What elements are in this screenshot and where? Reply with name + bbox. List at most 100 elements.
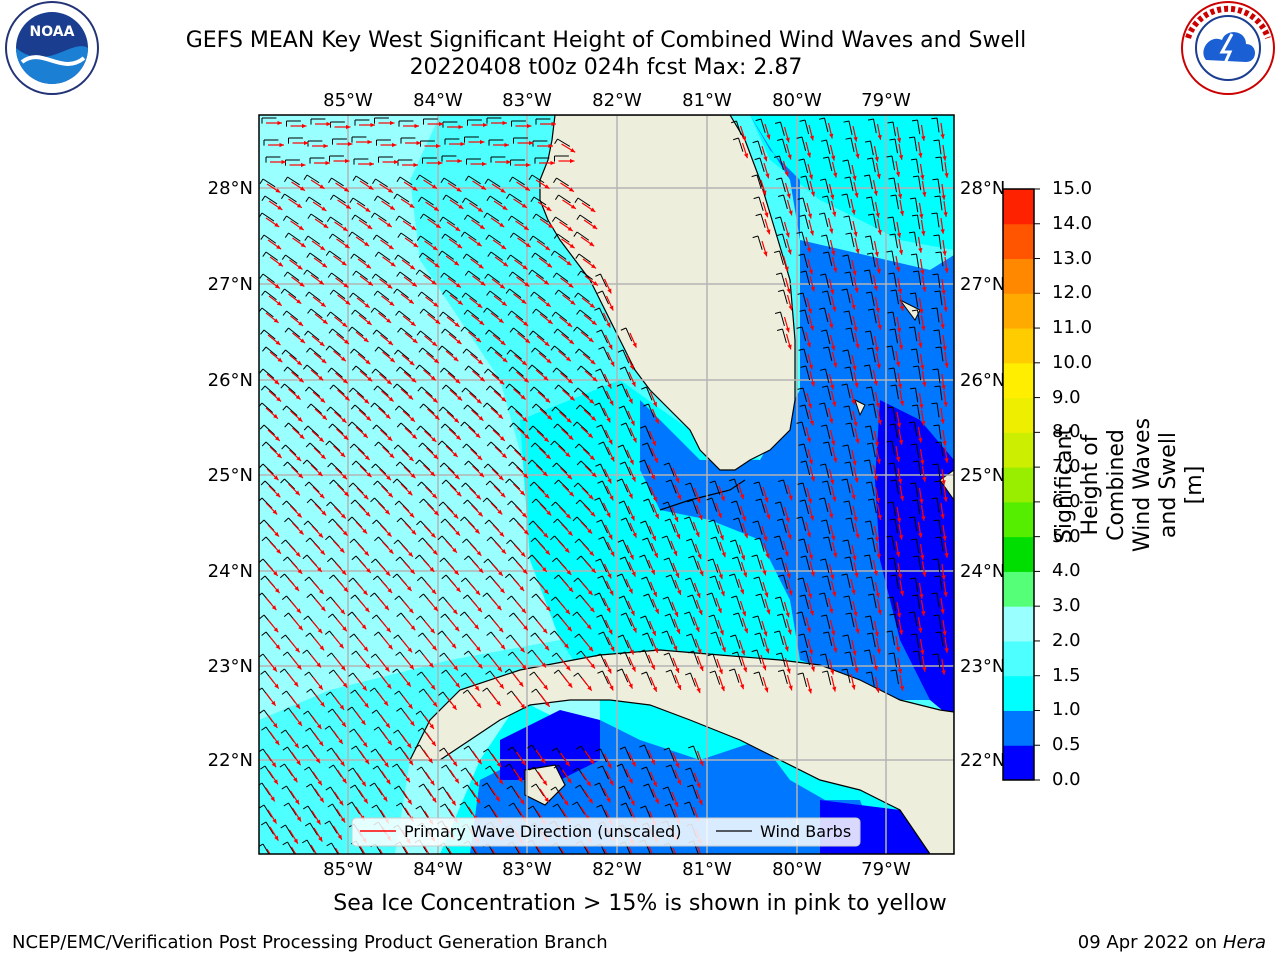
wind-barb-flag [465,175,469,181]
wind-barb [917,404,921,420]
wind-barb [512,366,524,377]
wind-barb-flag [619,366,626,370]
wind-barb [735,634,741,649]
wind-barb [759,157,765,172]
wind-barb-flag [755,593,762,597]
wind-barb [715,631,722,646]
wind-barb [602,575,609,590]
wind-barb-flag [755,498,762,502]
wind-barb [737,556,743,571]
wind-barb-flag [529,671,535,676]
wave-arrow-head [364,455,370,460]
wind-barb-flag [395,651,401,656]
wind-barb [351,801,361,815]
wave-arrow-head [322,415,327,420]
wave-arrow-head [387,436,393,441]
wind-barb [894,613,899,629]
wind-barb-flag [462,689,468,694]
wave-arrow-head [480,281,486,286]
chart-subtitle: 20220408 t00z 024h fcst Max: 2.87 [409,55,803,80]
wind-barb [468,270,481,280]
wind-barb-flag [306,498,312,504]
wave-arrow-head [940,229,945,234]
wave-arrow-head [275,492,281,498]
wave-arrow-head [806,627,812,633]
wave-arrow-head [455,682,460,688]
wave-arrow-head [321,358,327,364]
wave-arrow-head [365,359,371,365]
wind-barb-flag [595,653,601,657]
wave-arrow-head [743,628,749,634]
wind-barb-flag [509,422,514,428]
wind-barb [578,348,591,359]
wind-barb-flag [395,215,400,221]
wind-barb [850,422,855,438]
wave-arrow-head [388,644,393,650]
wave-arrow-head [523,377,529,383]
wind-barb [330,406,342,417]
footer-date-text: 09 Apr 2022 on [1077,932,1223,953]
wave-arrow-head [458,204,464,209]
wave-arrow-head [477,511,483,517]
wind-barb-flag [640,615,646,619]
wind-barb [443,367,456,378]
wind-barb-flag [640,805,646,809]
wave-arrow-head [874,441,879,447]
wind-barb-flag [508,612,514,617]
wind-barb-flag [841,193,848,196]
wind-barb-flag [574,197,579,203]
wind-barb-flag [396,707,402,712]
wind-barb-flag [351,309,356,315]
footer-host: Hera [1222,932,1266,953]
wind-barb-flag [484,424,490,430]
wave-arrow-head [430,375,436,381]
wave-arrow-head [766,229,771,235]
wave-arrow-head [588,646,594,652]
wave-arrow-head [318,375,324,381]
wind-barb [825,653,830,669]
wave-arrow-head [498,318,504,323]
wind-barb-flag [776,328,783,331]
wind-barb [599,307,606,322]
wind-barb [848,405,853,421]
wind-barb-flag [707,558,714,562]
wind-barb [872,442,876,458]
wave-arrow-head [525,162,531,168]
wave-arrow-head [899,210,905,216]
wave-arrow-head [608,629,613,635]
wind-barb-flag [845,137,852,140]
wind-barb [307,805,317,819]
wind-barb-flag [438,596,444,602]
wind-barb [891,630,896,646]
wave-arrow-head [851,494,856,500]
wind-barb-flag [259,178,264,184]
wave-arrow-head [542,471,548,477]
wave-arrow-head [438,121,444,127]
wave-arrow-head [523,321,529,326]
wave-arrow-head [412,434,417,439]
wind-barb [510,444,522,456]
wind-barb [849,556,854,572]
wind-barb-flag [393,193,398,199]
wind-barb-flag [888,367,895,370]
wind-barb-flag [303,425,309,431]
wind-barb-flag [665,479,672,483]
wind-barb-flag [800,650,807,653]
wave-arrow-head [501,301,507,306]
wind-barb-flag [777,479,784,482]
wave-arrow-head [362,590,368,596]
wind-barb-flag [551,652,557,657]
wind-barb [378,251,391,261]
wind-barb [330,311,343,322]
wind-barb-flag [483,653,489,658]
wind-barb-flag [886,630,893,633]
wind-barb [803,253,809,269]
wind-barb-flag [371,368,376,374]
wind-barb [780,121,785,136]
lat-label-left: 23°N [208,656,253,677]
wave-arrow-head [298,321,304,326]
wind-barb [804,214,810,230]
isla-de-la-juventud [524,764,566,806]
wind-barb-flag [733,137,739,141]
wind-barb-flag [509,232,514,238]
